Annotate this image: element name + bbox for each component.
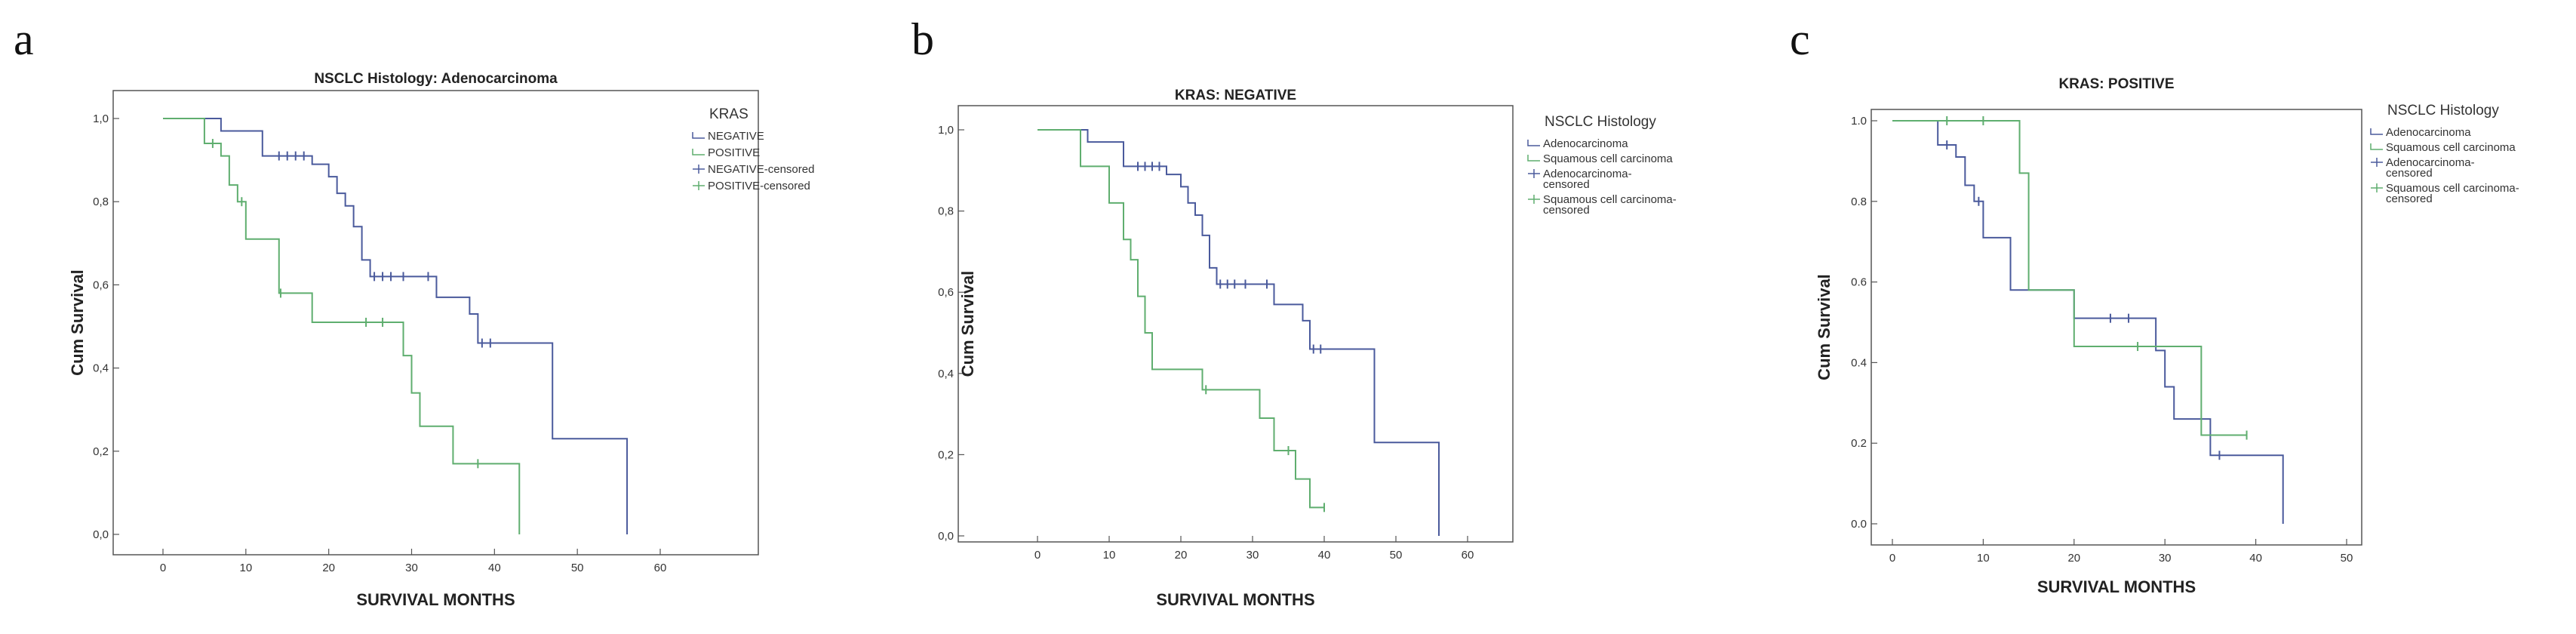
chart-a-y-tick-label: 0,6	[93, 279, 109, 291]
chart-a-y-tick-label: 0,2	[93, 445, 109, 458]
chart-c-x-tick-label: 50	[2341, 552, 2353, 565]
chart-b-x-tick-label: 10	[1103, 549, 1116, 562]
chart-a-x-tick-label: 60	[654, 562, 667, 574]
chart-b-legend-swatch	[1527, 155, 1540, 162]
chart-a-legend-title: KRAS	[709, 106, 749, 122]
chart-c-y-tick-label: 0.8	[1851, 195, 1867, 208]
chart-b-series-2-line	[1037, 129, 1324, 509]
chart-c-legend-entry: Adenocarcinoma-censored	[2386, 156, 2475, 180]
chart-a-legend-entry: NEGATIVE	[708, 130, 764, 143]
chart-b-plot-frame	[958, 105, 1514, 543]
chart-b-title: KRAS: NEGATIVE	[1175, 88, 1296, 103]
chart-c-series-2-line	[1892, 120, 2247, 436]
chart-b-x-tick-label: 60	[1462, 549, 1474, 562]
chart-a-series-2-line	[163, 118, 521, 534]
chart-c-x-tick-label: 40	[2249, 552, 2262, 565]
chart-b: KRAS: NEGATIVE 0,0 0,2 0,4 0,6 0,8 1,0 0 10 20 30 4…	[938, 88, 1677, 609]
chart-b-x-axis-label: SURVIVAL MONTHS	[1156, 590, 1314, 609]
chart-b-legend-title: NSCLC Histology	[1545, 114, 1656, 130]
chart-c-legend-swatch	[2370, 128, 2383, 135]
chart-c-x-tick-label: 30	[2159, 552, 2172, 565]
chart-a-y-tick-label: 0,4	[93, 362, 109, 375]
chart-c-y-tick-label: 0.6	[1851, 276, 1867, 289]
chart-c-x-tick-label: 10	[1977, 552, 1990, 565]
panel-letter-a: a	[14, 14, 34, 64]
chart-a-series-1-line	[163, 118, 629, 534]
chart-b-y-tick-label: 0,8	[938, 205, 954, 218]
chart-c-legend-entry: Squamous cell carcinoma	[2386, 141, 2516, 154]
panel-letter-b: b	[911, 14, 934, 64]
chart-a-x-tick-label: 10	[239, 562, 252, 574]
chart-c-legend-entry: Squamous cell carcinoma-censored	[2386, 182, 2519, 205]
chart-b-legend-entry: Squamous cell carcinoma-censored	[1543, 193, 1677, 217]
chart-b-x-tick-label: 0	[1034, 549, 1041, 562]
chart-a-y-axis-label: Cum Survival	[68, 269, 87, 376]
chart-c-series-1-line	[1892, 120, 2284, 524]
chart-b-legend-entry: Adenocarcinoma-censored	[1543, 168, 1632, 191]
chart-c-legend-entry: Adenocarcinoma	[2386, 126, 2471, 139]
panel-letter-c: c	[1790, 14, 1810, 64]
chart-c-legend-swatch	[2370, 143, 2383, 150]
chart-b-y-tick-label: 0,0	[938, 530, 954, 543]
chart-a-x-tick-label: 50	[571, 562, 584, 574]
chart-a-y-tick-label: 1,0	[93, 112, 109, 125]
chart-a-x-tick-label: 40	[488, 562, 501, 574]
chart-b-legend-entry: Adenocarcinoma	[1543, 137, 1628, 150]
chart-a-plot-frame	[112, 90, 759, 556]
chart-b-x-tick-label: 30	[1247, 549, 1259, 562]
chart-b-x-tick-label: 50	[1390, 549, 1403, 562]
chart-b-x-tick-label: 20	[1175, 549, 1188, 562]
chart-c-y-tick-label: 1.0	[1851, 115, 1867, 128]
chart-a-x-axis-label: SURVIVAL MONTHS	[356, 590, 515, 609]
chart-c-legend-title: NSCLC Histology	[2387, 103, 2499, 118]
chart-b-series-1-line	[1037, 129, 1440, 536]
chart-b-y-tick-label: 1,0	[938, 124, 954, 137]
chart-b-x-tick-label: 40	[1318, 549, 1331, 562]
chart-a-legend-swatch	[692, 149, 705, 155]
chart-a-legend-entry: POSITIVE	[708, 146, 760, 159]
chart-c-y-tick-label: 0.4	[1851, 356, 1867, 369]
chart-b-y-tick-label: 0,6	[938, 286, 954, 299]
chart-c-plot-frame	[1871, 109, 2362, 546]
chart-c-x-axis-label: SURVIVAL MONTHS	[2037, 577, 2196, 596]
chart-a-title: NSCLC Histology: Adenocarcinoma	[314, 71, 558, 87]
chart-b-y-tick-label: 0,2	[938, 448, 954, 461]
chart-a-x-tick-label: 20	[322, 562, 335, 574]
chart-c-x-tick-label: 0	[1889, 552, 1895, 565]
chart-c-title: KRAS: POSITIVE	[2058, 76, 2174, 92]
chart-a-x-tick-label: 0	[160, 562, 166, 574]
chart-c-x-tick-label: 20	[2067, 552, 2080, 565]
chart-a-legend-swatch	[692, 132, 705, 139]
chart-a-x-tick-label: 30	[405, 562, 418, 574]
chart-c: KRAS: POSITIVE 0.0 0.2 0.4 0.6 0.8 1.0 0 10 20 30 4…	[1815, 76, 2519, 596]
chart-b-legend-entry: Squamous cell carcinoma	[1543, 152, 1673, 165]
chart-b-y-axis-label: Cum Survival	[958, 271, 977, 377]
chart-c-y-tick-label: 0.2	[1851, 437, 1867, 450]
chart-a-legend-entry: POSITIVE-censored	[708, 180, 810, 192]
chart-b-y-tick-label: 0,4	[938, 368, 954, 380]
chart-c-y-tick-label: 0.0	[1851, 518, 1867, 531]
chart-a: NSCLC Histology: Adenocarcinoma 0,0 0,2 0,4…	[68, 71, 814, 609]
chart-c-y-axis-label: Cum Survival	[1815, 274, 1834, 380]
chart-a-legend-entry: NEGATIVE-censored	[708, 163, 814, 176]
chart-b-legend-swatch	[1527, 140, 1540, 146]
chart-a-y-tick-label: 0,8	[93, 195, 109, 208]
chart-a-y-tick-label: 0,0	[93, 528, 109, 541]
